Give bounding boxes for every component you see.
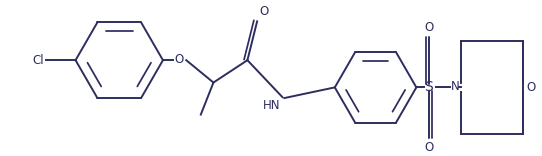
- Text: Cl: Cl: [33, 54, 44, 67]
- Text: N: N: [451, 80, 460, 93]
- Text: HN: HN: [263, 99, 280, 112]
- Text: O: O: [175, 53, 184, 66]
- Text: O: O: [424, 141, 434, 154]
- Text: O: O: [259, 5, 268, 18]
- Text: O: O: [526, 81, 535, 94]
- Text: S: S: [424, 80, 434, 94]
- Text: O: O: [424, 21, 434, 34]
